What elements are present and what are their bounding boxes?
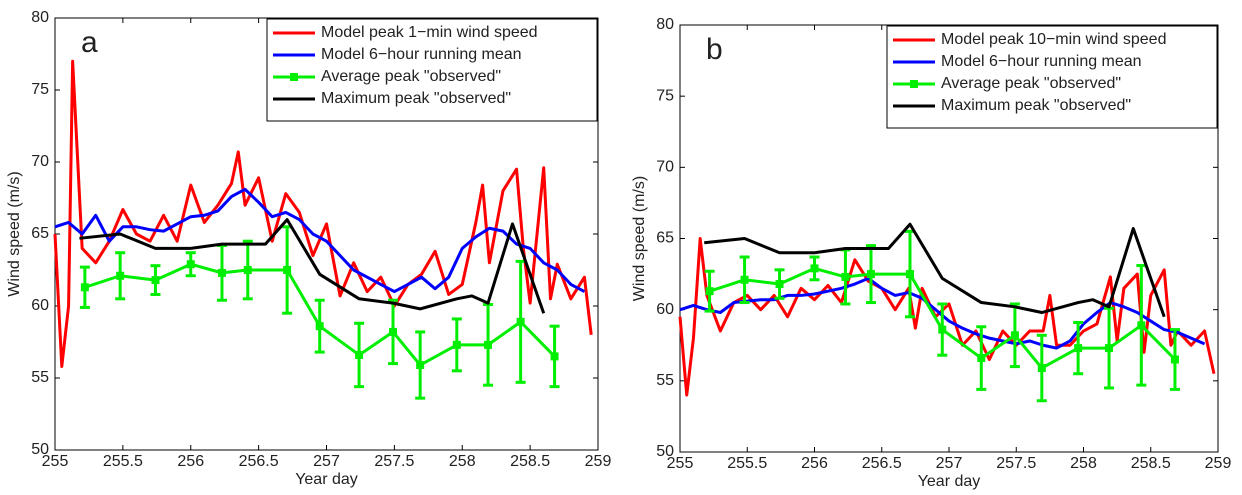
x-tick-label: 258.5 — [510, 453, 550, 470]
marker — [80, 283, 89, 292]
legend-box — [266, 18, 598, 122]
marker — [355, 350, 364, 359]
series-line — [79, 218, 546, 314]
y-tick-label: 60 — [656, 301, 674, 318]
marker — [866, 270, 875, 279]
marker — [1137, 321, 1146, 330]
y-axis-label: Wind speed (m/s) — [6, 171, 23, 296]
x-tick-label: 255.5 — [103, 453, 143, 470]
x-tick-label: 257 — [313, 453, 340, 470]
panel-label: b — [706, 33, 723, 66]
x-tick-label: 255 — [42, 453, 69, 470]
y-tick-label: 75 — [31, 81, 49, 98]
legend-box — [886, 25, 1218, 129]
marker — [1010, 331, 1019, 340]
marker — [315, 322, 324, 331]
marker — [905, 270, 914, 279]
x-tick-label: 256.5 — [862, 455, 902, 472]
x-tick-label: 257.5 — [996, 455, 1036, 472]
x-tick-label: 256 — [177, 453, 204, 470]
y-axis-label: Wind speed (m/s) — [631, 176, 648, 301]
x-tick-label: 258 — [449, 453, 476, 470]
y-tick-label: 75 — [656, 87, 674, 104]
marker — [705, 287, 714, 296]
marker — [416, 361, 425, 370]
y-tick-label: 80 — [31, 9, 49, 26]
y-tick-label: 55 — [31, 369, 49, 386]
x-tick-label: 256.5 — [239, 453, 279, 470]
x-tick-label: 258 — [1070, 455, 1097, 472]
legend-label: Model 6−hour running mean — [941, 53, 1142, 70]
y-tick-label: 70 — [656, 159, 674, 176]
series-line — [54, 187, 586, 294]
x-axis-label: Year day — [295, 471, 358, 488]
x-tick-label: 258.5 — [1131, 455, 1171, 472]
legend-label: Maximum peak "observed" — [321, 90, 511, 107]
marker — [810, 264, 819, 273]
y-tick-label: 65 — [31, 225, 49, 242]
marker — [243, 266, 252, 274]
marker — [1170, 355, 1179, 364]
legend-label: Model 6−hour running mean — [321, 46, 522, 63]
marker — [775, 280, 784, 289]
y-tick-label: 50 — [31, 441, 49, 458]
legend-label: Average peak "observed" — [321, 68, 501, 85]
marker — [1037, 364, 1046, 373]
legend-label: Maximum peak "observed" — [941, 97, 1131, 114]
marker — [841, 272, 850, 281]
legend-label: Model peak 10−min wind speed — [941, 31, 1166, 48]
marker — [283, 266, 292, 274]
marker — [389, 327, 398, 336]
marker — [550, 352, 559, 361]
marker — [740, 275, 749, 284]
chart-panel: 255 255.5 256 256.5 257 257.5 258 258.5 259 50 55 6… — [631, 16, 1231, 490]
y-tick-label: 50 — [656, 443, 674, 460]
marker — [484, 340, 493, 349]
x-axis-label: Year day — [918, 473, 981, 490]
legend-label: Model peak 1−min wind speed — [321, 24, 538, 41]
y-tick-label: 65 — [656, 230, 674, 247]
x-tick-label: 257.5 — [374, 453, 414, 470]
marker — [1074, 344, 1083, 353]
legend-marker — [910, 80, 918, 88]
marker — [116, 271, 125, 280]
legend-label: Average peak "observed" — [941, 75, 1121, 92]
chart-panel: 255 255.5 256 256.5 257 257.5 258 258.5 259 50 55 6… — [6, 9, 611, 488]
marker — [938, 325, 947, 334]
marker — [516, 317, 525, 326]
x-tick-label: 259 — [1205, 455, 1232, 472]
marker — [217, 268, 226, 277]
x-tick-label: 259 — [585, 453, 612, 470]
marker — [151, 276, 160, 285]
x-tick-label: 257 — [936, 455, 963, 472]
marker — [977, 354, 986, 363]
y-tick-label: 70 — [31, 153, 49, 170]
marker — [186, 260, 195, 269]
y-tick-label: 80 — [656, 16, 674, 33]
marker — [452, 340, 461, 349]
y-tick-label: 55 — [656, 372, 674, 389]
x-tick-label: 255.5 — [727, 455, 767, 472]
y-tick-label: 60 — [31, 297, 49, 314]
series-line — [704, 222, 1166, 318]
x-tick-label: 256 — [801, 455, 828, 472]
x-tick-label: 255 — [667, 455, 694, 472]
panel-label: a — [81, 26, 98, 59]
marker — [1105, 344, 1114, 353]
legend-marker — [290, 73, 298, 81]
